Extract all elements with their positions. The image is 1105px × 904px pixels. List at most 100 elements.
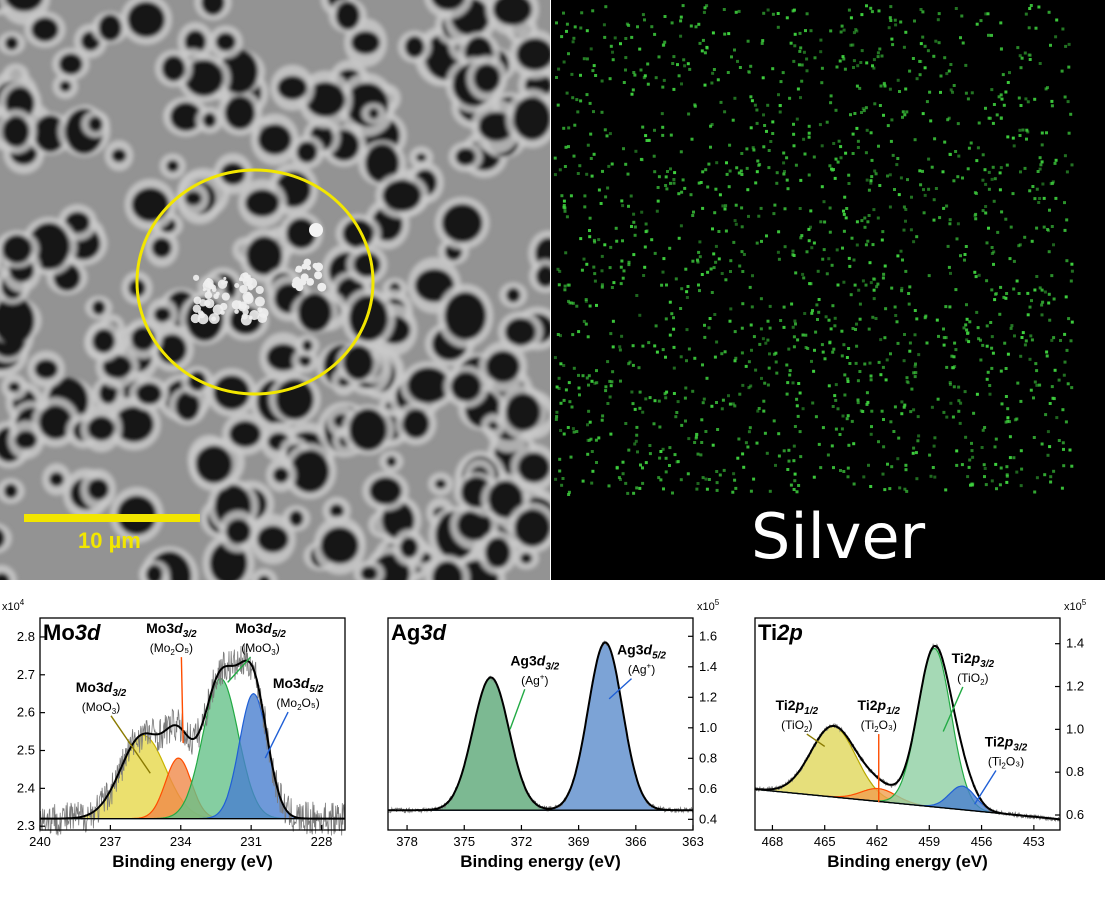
panel-title: Ag3d [391, 620, 447, 645]
x-tick-label: 363 [682, 834, 704, 849]
x-tick-label: 465 [814, 834, 836, 849]
annotation-pointer [942, 686, 964, 732]
scale-bar [24, 514, 200, 522]
envelope-fit [388, 641, 693, 812]
y-tick-label: 1.0 [699, 720, 717, 735]
x-tick-label: 459 [918, 834, 940, 849]
x-axis-label: Binding energy (eV) [112, 852, 273, 871]
x-tick-label: 468 [762, 834, 784, 849]
y-tick-label: 1.6 [699, 628, 717, 643]
x-tick-label: 462 [866, 834, 888, 849]
annotation-label: Ti2p3/2 [985, 733, 1028, 753]
highlight-circle [135, 168, 375, 396]
annotation-pointer [180, 657, 184, 743]
peak-annotation-1: Ag3d3/2(Ag+) [509, 652, 560, 730]
y-multiplier: x104 [2, 598, 25, 613]
y-tick-label: 2.7 [17, 667, 35, 682]
x-tick-label: 240 [29, 834, 51, 849]
plot-frame [387, 617, 694, 831]
x-tick-label: 372 [511, 834, 533, 849]
annotation-species: (Mo2O₅) [276, 696, 319, 712]
xps-charts: 240 237 234 231 228 Binding energy (eV) 2.3 2.4… [2, 598, 1087, 871]
y-tick-label: 1.2 [699, 689, 717, 704]
annotation-pointer [110, 715, 151, 774]
annotation-species: (Mo2O₅) [150, 641, 193, 657]
annotation-label: Mo3d3/2 [146, 620, 197, 640]
annotation-pointer [806, 733, 826, 748]
x-axis-label: Binding energy (eV) [460, 852, 621, 871]
annotation-label: Ti2p3/2 [952, 650, 995, 670]
annotation-pointer [509, 689, 526, 730]
x-tick-label: 369 [568, 834, 590, 849]
silver-cluster [190, 223, 327, 326]
annotation-pointer [608, 678, 633, 700]
y-tick-label: 0.6 [699, 781, 717, 796]
eds-silver-dots [553, 4, 1074, 496]
y-tick-label: 0.8 [699, 750, 717, 765]
peak-annotation-4: Mo3d5/2(Mo2O₅) [264, 675, 324, 759]
peak-annotation-3: Mo3d5/2(MoO3) [227, 620, 286, 683]
x-tick-label: 228 [311, 834, 333, 849]
peak-annotation-4: Ti2p3/2(Ti2O₃) [974, 733, 1028, 805]
y-tick-label: 0.4 [699, 811, 717, 826]
annotation-pointer [264, 711, 289, 759]
panel-title: Ti2p [758, 620, 803, 645]
peak-annotation-2: Ti2p1/2(Ti2O₃) [858, 697, 901, 803]
annotation-label: Mo3d5/2 [235, 620, 286, 640]
annotation-pointer [974, 770, 997, 805]
annotation-label: Ag3d3/2 [510, 652, 559, 672]
y-tick-label: 2.6 [17, 705, 35, 720]
xps-panels: 240 237 234 231 228 Binding energy (eV) 2.3 2.4… [0, 580, 1105, 899]
sem-pores [0, 0, 550, 580]
annotation-species: (Ag+) [521, 672, 548, 687]
fit-peak-1 [388, 676, 693, 811]
panel-title: Mo3d [43, 620, 101, 645]
y-tick-label: 2.8 [17, 629, 35, 644]
annotation-species: (MoO3) [241, 641, 279, 657]
x-tick-label: 366 [625, 834, 647, 849]
annotation-label: Mo3d5/2 [273, 675, 324, 695]
x-tick-label: 237 [100, 834, 122, 849]
x-tick-label: 375 [453, 834, 475, 849]
plot-frame [39, 617, 346, 831]
x-tick-label: 456 [971, 834, 993, 849]
annotation-label: Ag3d5/2 [617, 642, 666, 662]
xps-panel-3: 468 465 462 459 456 453 Binding energy (eV) 0.6… [754, 598, 1087, 871]
y-tick-label: 1.4 [1066, 636, 1084, 651]
y-multiplier: x105 [1064, 598, 1087, 613]
y-tick-label: 1.2 [1066, 679, 1084, 694]
annotation-species: (Ag+) [628, 662, 655, 677]
annotation-species: (Ti2O₃) [988, 754, 1024, 770]
plot-frame [754, 617, 1061, 831]
x-axis-label: Binding energy (eV) [827, 852, 988, 871]
annotation-species: (Ti2O₃) [861, 718, 897, 734]
y-tick-label: 0.8 [1066, 764, 1084, 779]
x-tick-label: 378 [396, 834, 418, 849]
y-tick-label: 1.4 [699, 659, 717, 674]
annotation-label: Mo3d3/2 [76, 679, 127, 699]
envelope-fit [40, 659, 345, 820]
annotation-species: (MoO3) [82, 700, 120, 716]
sem-micrograph: 10 µm [0, 0, 550, 580]
sem-image [0, 0, 550, 580]
eds-map: Silver [551, 0, 1105, 580]
scale-bar-label: 10 µm [78, 528, 141, 553]
y-tick-label: 2.5 [17, 743, 35, 758]
y-tick-label: 2.4 [17, 780, 35, 795]
xps-panel-1: 240 237 234 231 228 Binding energy (eV) 2.3 2.4… [2, 598, 346, 871]
eds-dots [553, 4, 1074, 496]
annotation-species: (TiO2) [781, 718, 812, 734]
annotation-species: (TiO2) [957, 671, 988, 687]
annotation-pointer [227, 656, 252, 683]
raw-spectrum [39, 643, 346, 836]
envelope-fit [754, 644, 1061, 821]
y-tick-label: 2.3 [17, 818, 35, 833]
annotation-label: Ti2p1/2 [776, 697, 819, 717]
x-tick-label: 231 [240, 834, 262, 849]
y-multiplier: x105 [697, 598, 720, 613]
annotation-label: Ti2p1/2 [858, 697, 901, 717]
xps-panel-2: 378 375 372 369 366 363 Binding energy (eV) 0.4… [387, 598, 720, 871]
x-tick-label: 453 [1023, 834, 1045, 849]
y-tick-label: 1.0 [1066, 721, 1084, 736]
eds-element-label: Silver [751, 500, 926, 573]
